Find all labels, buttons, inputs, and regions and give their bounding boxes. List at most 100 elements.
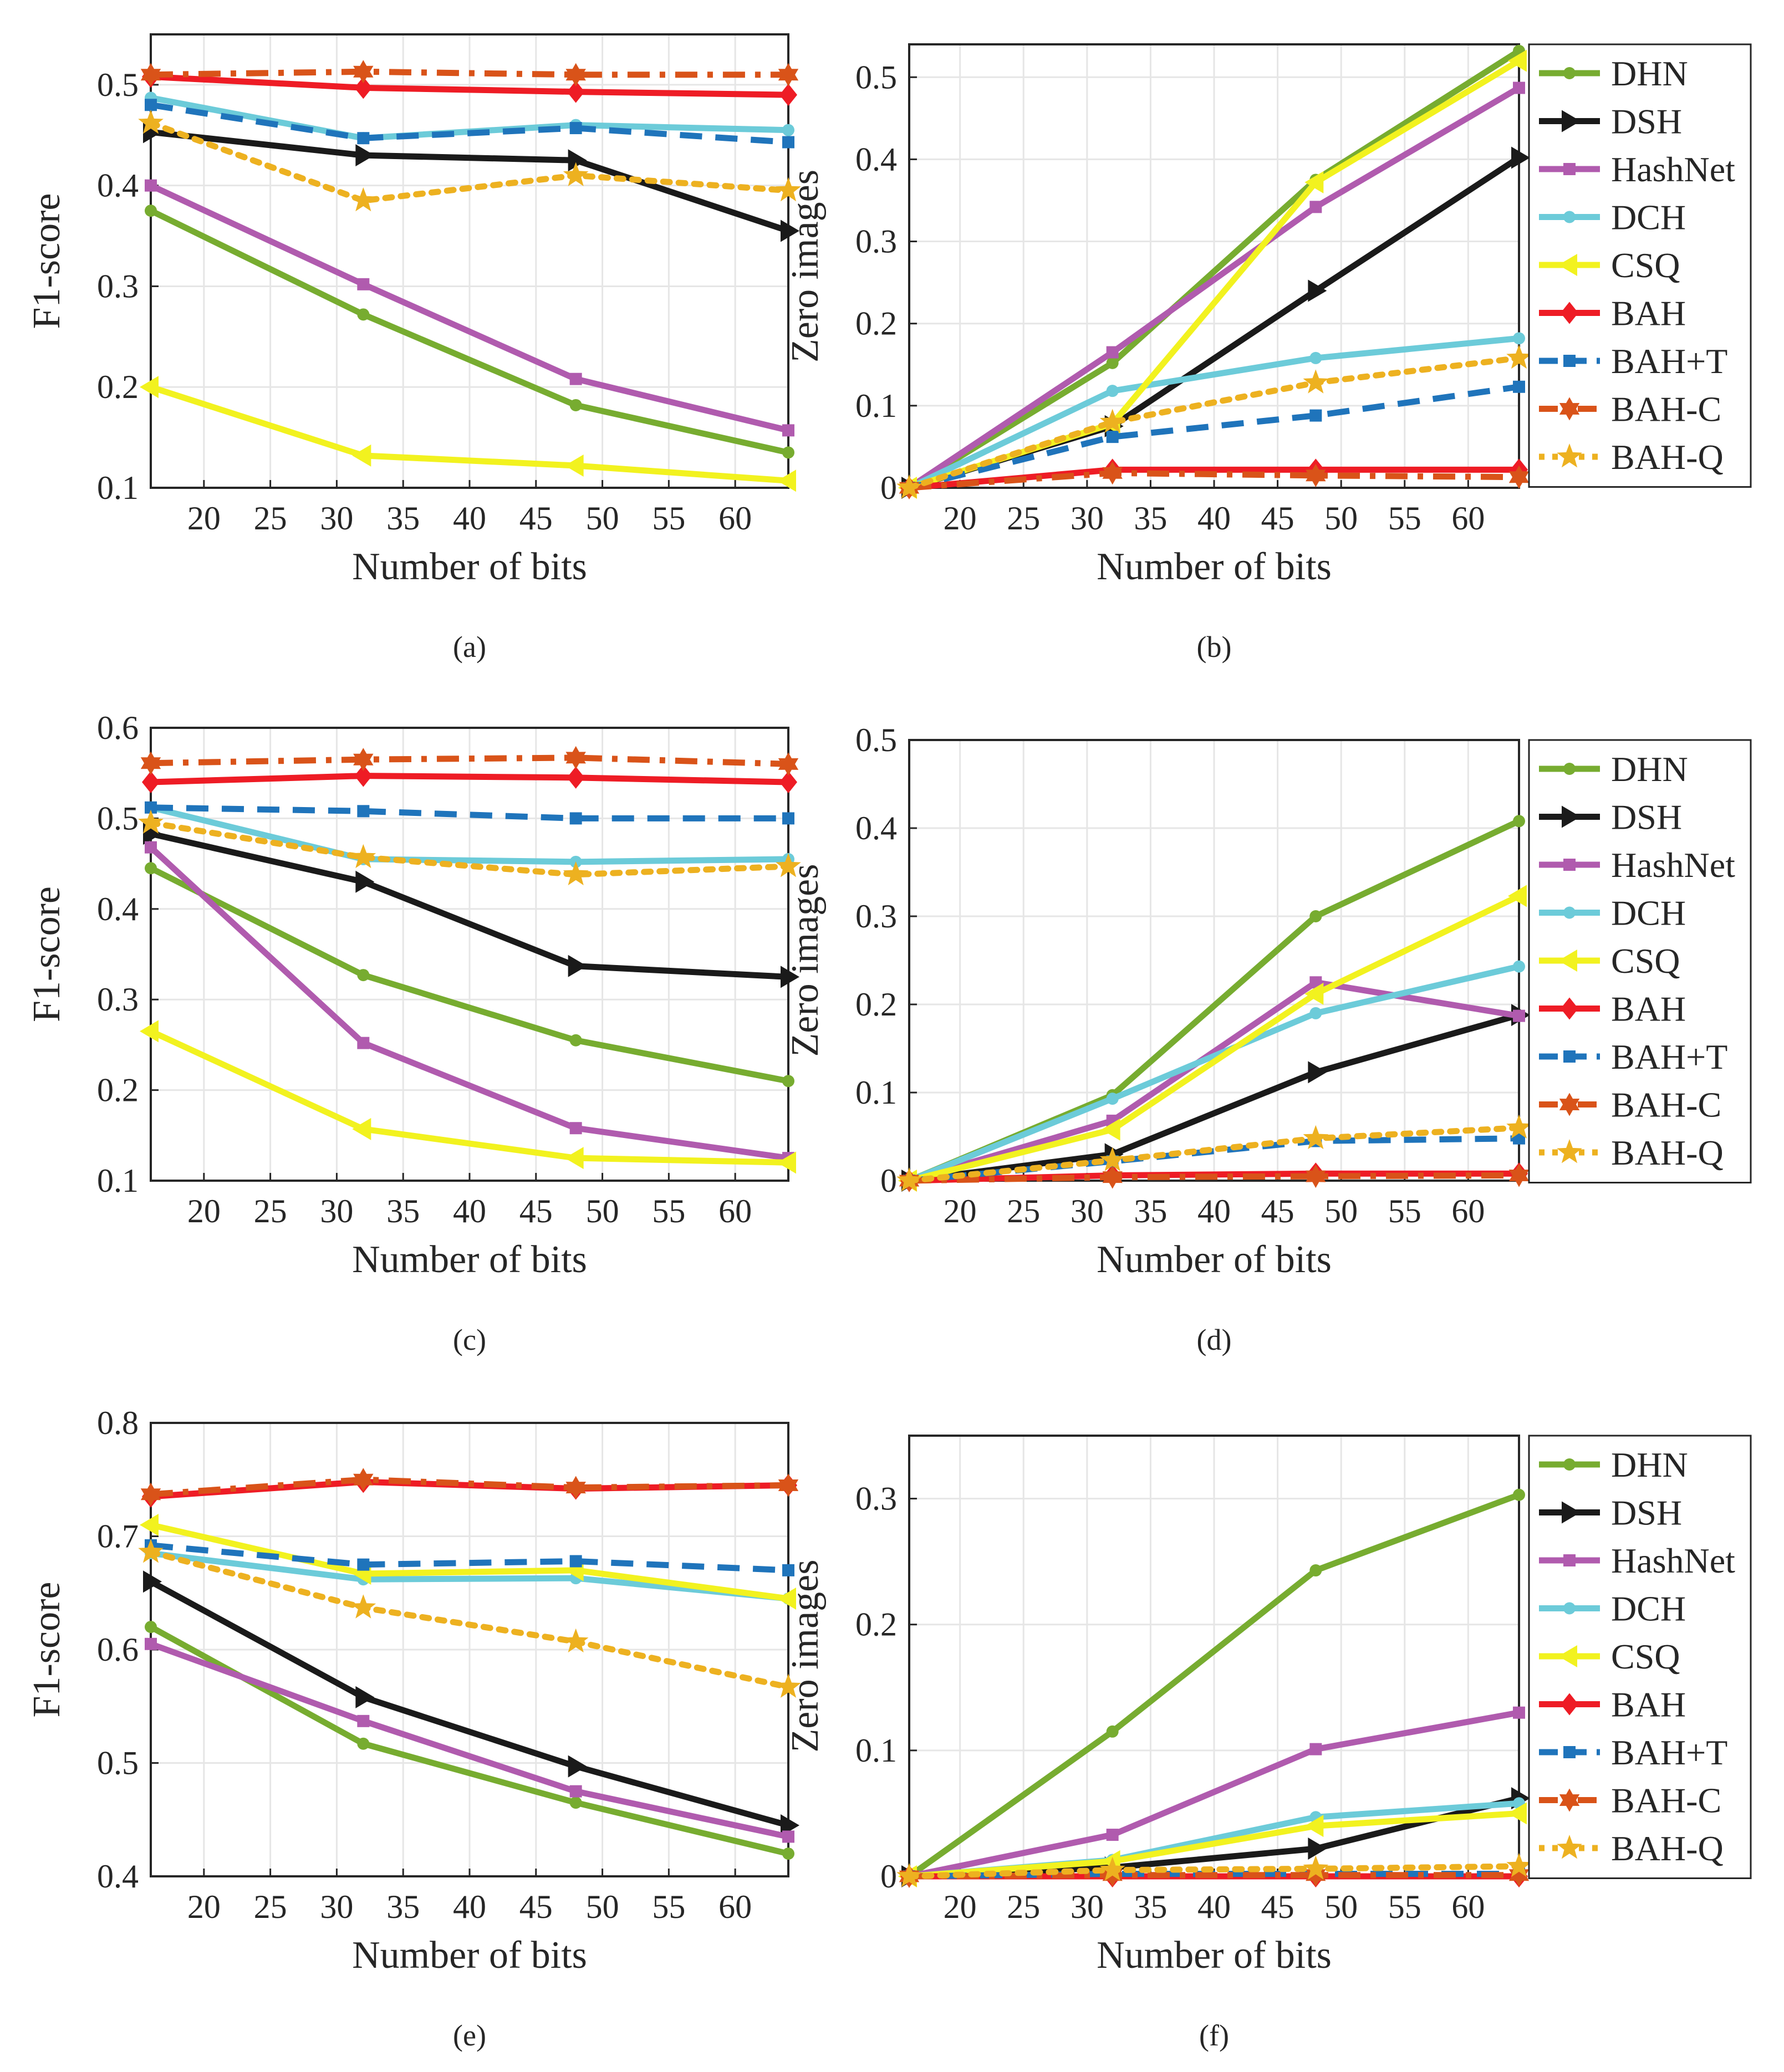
series-dsh: [143, 121, 799, 242]
x-tick-label: 55: [652, 500, 685, 537]
data-point: [142, 771, 160, 794]
data-point: [1511, 146, 1530, 169]
series-line: [150, 101, 789, 145]
data-point: [350, 1594, 376, 1619]
data-point: [350, 187, 376, 212]
y-tick-label: 0.2: [855, 1606, 897, 1643]
x-tick-label: 25: [1007, 500, 1040, 537]
series-line: [906, 1863, 1522, 1880]
data-point: [569, 1555, 582, 1568]
series-line: [906, 1125, 1522, 1184]
data-point: [357, 132, 370, 145]
legend-marker: [1558, 950, 1577, 972]
data-point: [357, 1714, 370, 1727]
legend-label: BAH-Q: [1611, 1829, 1724, 1868]
series-line: [150, 1542, 789, 1574]
series-dhn: [145, 205, 794, 459]
series-hashnet: [145, 1637, 794, 1843]
data-point: [1308, 279, 1327, 302]
series-line: [150, 1522, 789, 1602]
data-point: [1513, 815, 1525, 828]
data-point: [567, 80, 585, 103]
data-point: [777, 469, 796, 492]
data-point: [1101, 1118, 1120, 1141]
chart-panel-c: 20 25 30 35 40 45 50 55 60 0.1 0.2 0.3 0.4 0.5 0.6 Numb…: [26, 710, 801, 1356]
series-line: [150, 1641, 789, 1840]
data-point: [140, 1514, 159, 1537]
series-dsh: [143, 823, 799, 988]
series-line: [909, 469, 1520, 491]
data-point: [140, 63, 161, 86]
data-point: [1513, 332, 1525, 345]
data-point: [1304, 982, 1324, 1005]
y-tick-label: 0.4: [97, 167, 139, 204]
series-dsh: [901, 1004, 1530, 1192]
series-line: [150, 129, 789, 234]
y-tick-label: 0.3: [97, 981, 139, 1018]
data-point: [776, 177, 801, 202]
data-point: [782, 1564, 794, 1576]
y-tick-label: 0.2: [855, 986, 897, 1023]
x-tick-label: 40: [453, 500, 486, 537]
series-csq: [140, 1514, 796, 1610]
data-point: [1102, 461, 1123, 485]
series-bah-c: [140, 746, 799, 776]
legend-marker: [1563, 763, 1576, 775]
data-point: [355, 1686, 375, 1708]
x-axis-label: Number of bits: [1097, 545, 1332, 588]
y-tick-label: 0.6: [97, 1631, 139, 1668]
series-line: [150, 804, 789, 865]
legend-marker: [1557, 1835, 1582, 1859]
legend-marker: [1563, 1554, 1576, 1566]
data-point: [1106, 1829, 1119, 1841]
legend-marker: [1559, 397, 1580, 421]
legend-marker: [1563, 906, 1576, 919]
series-bah-q: [138, 110, 801, 212]
data-point: [563, 861, 589, 886]
legend: DHN DSH HashNet DCH CSQ BAH BAH+T BAH-C BAH-Q: [1528, 43, 1752, 488]
legend-marker: [1559, 1093, 1580, 1116]
data-point: [563, 1628, 589, 1653]
legend-label: DCH: [1611, 1589, 1686, 1629]
data-point: [357, 308, 370, 321]
series-line: [150, 1550, 789, 1602]
series-line: [150, 73, 789, 98]
series-line: [149, 208, 789, 456]
data-point: [1303, 1125, 1329, 1150]
data-point: [353, 1468, 374, 1492]
x-tick-label: 25: [254, 500, 287, 537]
legend-label: BAH-C: [1611, 1085, 1721, 1125]
panel-caption: (c): [453, 1323, 486, 1356]
y-tick-label: 0: [880, 1858, 897, 1895]
x-tick-label: 20: [944, 1193, 977, 1229]
data-point: [1102, 1165, 1123, 1189]
x-tick-label: 25: [1007, 1193, 1040, 1229]
data-point: [567, 766, 585, 789]
y-tick-label: 0.1: [855, 387, 897, 424]
data-point: [1506, 344, 1532, 369]
x-tick-label: 30: [320, 500, 353, 537]
data-point: [145, 205, 157, 217]
x-tick-label: 20: [944, 500, 977, 537]
chart-panel-a: 20 25 30 35 40 45 50 55 60 0.1 0.2 0.3 0.4 0.5 Number …: [26, 33, 801, 664]
data-point: [782, 812, 794, 825]
y-tick-label: 0.4: [97, 1858, 139, 1895]
legend-label: DSH: [1611, 798, 1682, 837]
data-point: [778, 63, 799, 86]
data-point: [1309, 1564, 1322, 1577]
legend-marker: [1562, 110, 1581, 132]
data-point: [1513, 1488, 1525, 1501]
y-axis-label: Zero images: [784, 1560, 827, 1753]
y-tick-label: 0.2: [855, 305, 897, 342]
data-point: [140, 376, 159, 399]
data-point: [352, 444, 371, 467]
data-point: [145, 1637, 157, 1650]
legend-marker: [1563, 1602, 1576, 1615]
legend-label: CSQ: [1611, 246, 1680, 285]
x-tick-label: 35: [386, 1193, 420, 1229]
legend-label: BAH-Q: [1611, 1133, 1724, 1172]
data-point: [782, 124, 794, 136]
data-point: [1309, 976, 1322, 989]
legend: DHN DSH HashNet DCH CSQ BAH BAH+T BAH-C BAH-Q: [1528, 1435, 1752, 1879]
x-tick-label: 55: [652, 1889, 685, 1925]
